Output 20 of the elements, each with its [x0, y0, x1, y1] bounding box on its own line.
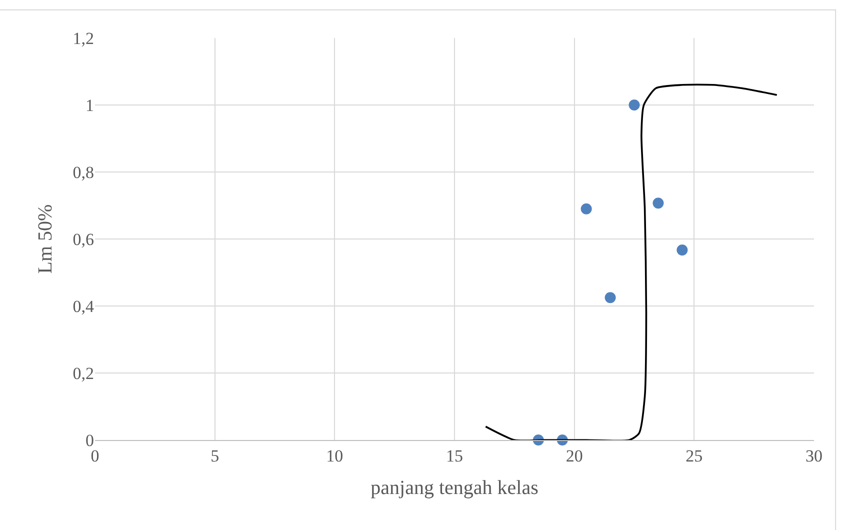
y-tick-label: 0,4	[72, 296, 94, 316]
point	[604, 292, 616, 304]
y-tick-label: 1	[86, 96, 94, 115]
x-tick-label: 10	[326, 446, 344, 466]
x-tick-label: 5	[210, 446, 220, 466]
y-tick-label: 0,8	[72, 162, 94, 182]
point	[652, 198, 664, 209]
y-tick-label: 0,6	[72, 230, 94, 249]
point	[628, 100, 640, 110]
x-tick-label: 15	[446, 446, 463, 466]
y-tick-label: 0,2	[72, 364, 94, 383]
x-tick-label: 25	[686, 446, 703, 466]
y-axis-title: Lm 50%	[34, 204, 56, 274]
x-tick-label: 30	[806, 446, 822, 466]
point	[676, 244, 688, 256]
y-tick-label: 1,2	[72, 28, 94, 48]
y-tick-label: 0	[86, 430, 94, 450]
x-axis-title: panjang tengah kelas	[370, 476, 539, 499]
x-tick-label: 20	[566, 446, 583, 466]
point	[580, 203, 592, 214]
